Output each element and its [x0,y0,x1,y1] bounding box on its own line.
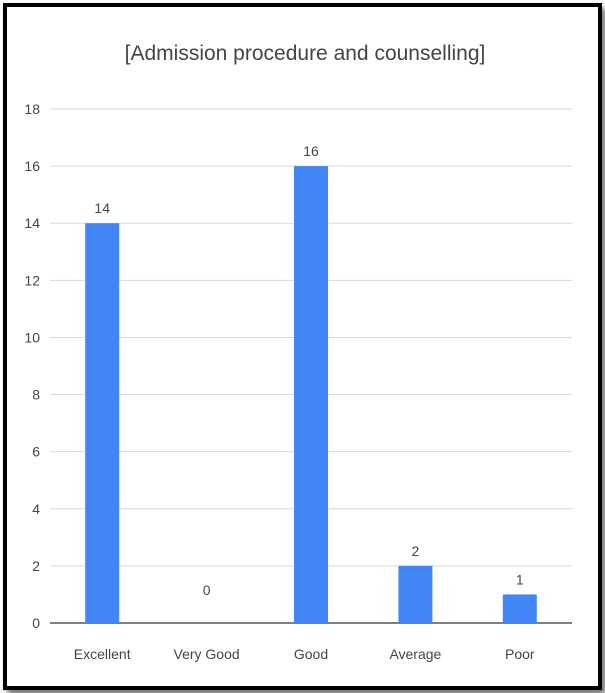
y-tick-label: 10 [24,329,40,345]
data-label: 0 [203,582,211,598]
bar-excellent [85,223,120,623]
y-tick-label: 0 [32,615,40,631]
y-tick-label: 8 [32,387,40,403]
data-label: 1 [516,571,524,587]
x-tick-label: Excellent [74,646,131,662]
y-tick-label: 18 [24,101,40,117]
x-axis-tick-labels: Excellent Very Good Good Average Poor [74,646,535,662]
y-tick-label: 2 [32,558,40,574]
bars [85,166,537,623]
x-tick-label: Average [389,646,441,662]
y-tick-label: 6 [32,444,40,460]
bar-poor [502,594,537,623]
data-label: 16 [303,143,319,159]
y-tick-label: 12 [24,272,40,288]
data-label: 2 [412,543,420,559]
bar-average [398,565,433,623]
y-tick-label: 16 [24,158,40,174]
bar-good [294,166,328,623]
y-tick-label: 4 [32,501,40,517]
x-tick-label: Poor [505,646,535,662]
chart-title: [Admission procedure and counselling] [125,42,486,65]
y-tick-label: 14 [24,215,40,231]
data-labels: 14 0 16 2 1 [94,143,523,598]
x-tick-label: Good [294,646,328,662]
x-tick-label: Very Good [174,646,240,662]
y-axis-tick-labels: 0 2 4 6 8 10 12 14 16 18 [24,101,40,631]
data-label: 14 [94,200,110,216]
